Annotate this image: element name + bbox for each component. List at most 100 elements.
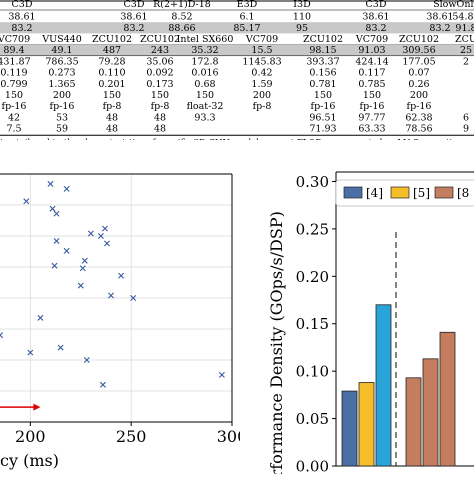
scatter-point	[53, 237, 60, 244]
scatter-point-stroke	[99, 381, 106, 388]
table-cell: 150	[5, 90, 23, 101]
table-cell: 1145.83	[242, 56, 281, 67]
scatter-point-stroke	[51, 262, 58, 269]
table-cell: 0.201	[98, 79, 125, 90]
table-cell: fp-8	[253, 101, 272, 112]
table-cell: ZCU	[455, 34, 474, 45]
table-cell: 48	[106, 112, 118, 123]
comparison-table: C3D C3D R(2+1)D-18 E3D I3D C3D SlowOnly 38.61 38…	[0, 0, 474, 140]
table-cell: 42	[8, 112, 20, 123]
scatter-point-stroke	[130, 295, 137, 301]
bar-y-tick-label: 0.20	[296, 268, 329, 286]
table-cell: fp-16	[2, 101, 27, 112]
table-cell: 38.61	[362, 12, 389, 23]
scatter-point	[130, 295, 137, 301]
table-cell: fp-16	[407, 101, 432, 112]
scatter-point	[218, 371, 225, 378]
table-cell: 78.56	[405, 124, 432, 135]
table-cell: 0.092	[146, 68, 173, 79]
table-cell: fp-16	[360, 101, 385, 112]
table-cell: 2	[463, 56, 469, 67]
bar-rect	[405, 377, 422, 467]
table-header-cell: R(2+1)D-18	[153, 0, 211, 10]
table-cell: 0.07	[408, 68, 429, 79]
table-cell: 35.06	[146, 56, 173, 67]
table-header-cell: C3D	[366, 0, 387, 10]
table-cell: 38.61	[8, 12, 35, 23]
table-cell: 0.42	[251, 68, 272, 79]
table-cell: 424.14	[355, 56, 388, 67]
scatter-point	[57, 344, 64, 351]
table-row-shade	[0, 22, 474, 34]
table-cell: ZCU102	[399, 34, 439, 45]
scatter-point	[97, 233, 104, 239]
table-cell: 0.26	[408, 79, 429, 90]
bar-rect	[439, 331, 456, 467]
table-cell: 85.17	[233, 23, 260, 34]
scatter-x-tick-label: 300	[217, 427, 240, 446]
table-cell: 38.61	[426, 12, 453, 23]
scatter-point-stroke	[118, 272, 125, 279]
scatter-point-stroke	[23, 198, 30, 205]
bar-legend: [4] [5] [8	[335, 179, 474, 207]
bar-y-tick-label: 0.30	[296, 173, 329, 191]
table-header-cell: E3D	[237, 0, 258, 10]
table-cell: 150	[151, 90, 169, 101]
table-header-cell: C3D	[12, 0, 33, 10]
table-cell: 172.8	[191, 56, 218, 67]
table-cell: 1.59	[251, 79, 272, 90]
table-cell: 0.110	[98, 68, 125, 79]
table-cell: 1.365	[48, 79, 75, 90]
table-cell: 200	[410, 90, 428, 101]
bar-chart: 0.00 0.05 0.10 0.15 0.20 0.25 0.30 erformance D…	[252, 160, 474, 478]
scatter-x-tick-label: 250	[116, 427, 147, 446]
table-cell: 83.2	[11, 23, 32, 34]
table-cell: VC709	[0, 34, 30, 45]
table-cell: 0.273	[48, 68, 75, 79]
scatter-x-tick-label: 200	[15, 427, 46, 446]
bar-y-axis-label: erformance Density (GOps/s/DSP)	[267, 211, 286, 474]
bar-y-tick-label: 0.25	[296, 220, 329, 238]
bar-y-tick-label: 0.10	[296, 363, 329, 381]
scatter-point	[37, 314, 44, 321]
bar-plot-area: 0.00 0.05 0.10 0.15 0.20 0.25 0.30 erformance D…	[267, 171, 474, 478]
table-cell: 487	[103, 45, 121, 56]
table-cell: 243	[151, 45, 169, 56]
scatter-point	[63, 247, 70, 254]
scatter-point	[77, 282, 84, 289]
table-cell: 786.35	[45, 56, 78, 67]
table-graphic: C3D C3D R(2+1)D-18 E3D I3D C3D SlowOnly 38.61 38…	[0, 0, 474, 140]
scatter-point-stroke	[47, 180, 54, 187]
table-cell: 91.03	[358, 45, 385, 56]
table-cell: 309.56	[402, 45, 435, 56]
scatter-plot-area: 200 250 300 cy (ms)	[0, 173, 247, 470]
scatter-point-stroke	[83, 357, 90, 363]
table-cell: 8.52	[171, 12, 192, 23]
legend-label: [4]	[366, 186, 383, 200]
table-cell: 150	[314, 90, 332, 101]
table-cell: 0.799	[0, 79, 27, 90]
table-cell: 35.32	[191, 45, 218, 56]
scatter-point	[53, 210, 60, 217]
table-cell: 6	[463, 112, 469, 123]
table-cell: 25	[460, 45, 472, 56]
table-cell: 7.5	[6, 124, 21, 135]
scatter-point-stroke	[77, 282, 84, 289]
scatter-point	[79, 265, 86, 272]
table-cell: 150	[363, 90, 381, 101]
table-cell: 93.3	[194, 112, 215, 123]
table-cell: VC709	[245, 34, 278, 45]
table-cell: 9	[463, 124, 469, 135]
table-cell: 0.781	[309, 79, 336, 90]
table-cell: fp-8	[103, 101, 122, 112]
table-cell: 89.4	[3, 45, 24, 56]
scatter-point	[27, 349, 34, 356]
legend-swatch	[390, 186, 410, 199]
table-footnote: ing tailored to the characteristics of s…	[0, 138, 266, 140]
scatter-point-stroke	[79, 265, 86, 272]
legend-label: [5]	[413, 186, 430, 200]
table-cell: 79.28	[98, 56, 125, 67]
table-cell: 54.81	[452, 12, 474, 23]
scatter-point	[103, 240, 110, 247]
table-cell: 0.156	[309, 68, 336, 79]
